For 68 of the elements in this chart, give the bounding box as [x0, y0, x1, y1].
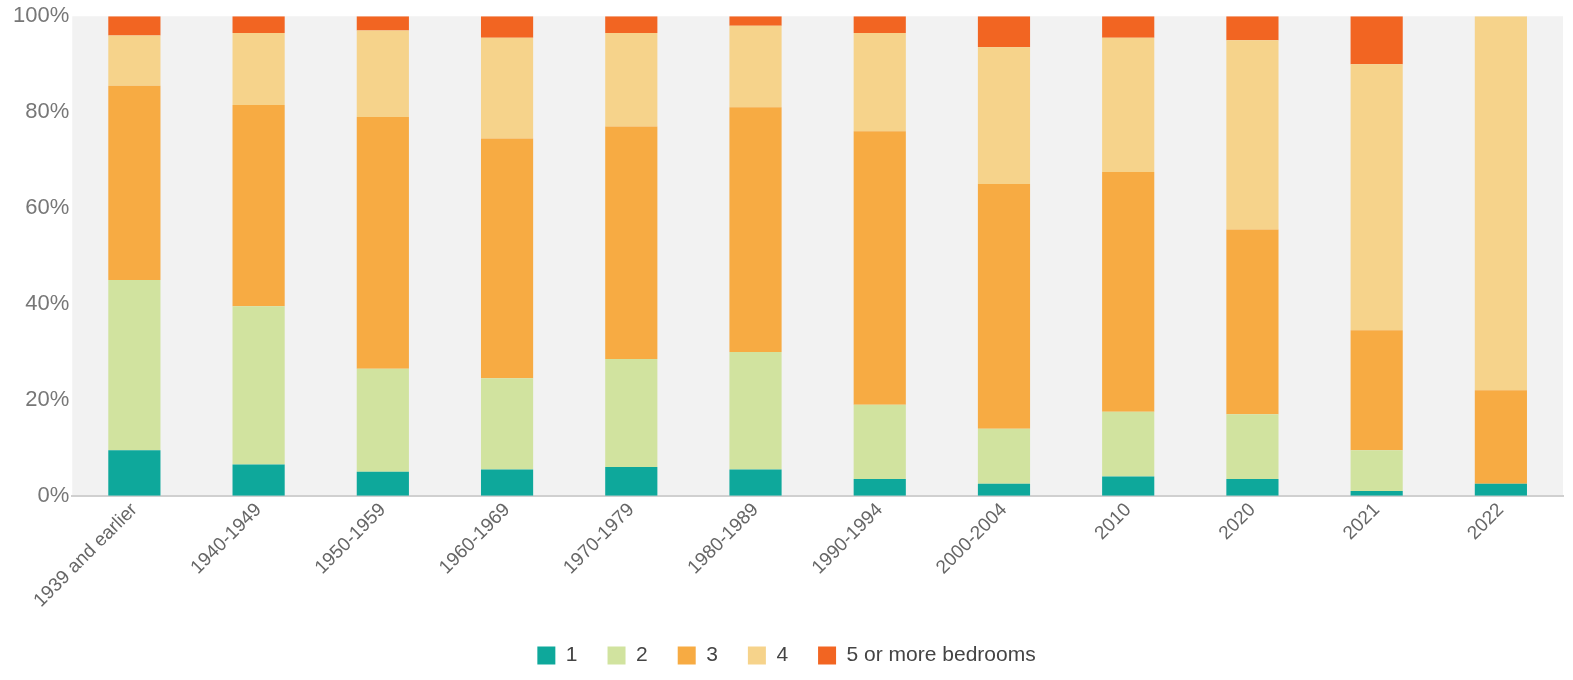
bar — [853, 16, 906, 33]
bar — [853, 32, 906, 132]
bar — [232, 16, 285, 33]
bar — [853, 404, 906, 479]
bar — [1226, 414, 1279, 479]
y-tick-label: 100% — [12, 2, 70, 28]
bar — [232, 464, 285, 496]
bar — [605, 32, 658, 127]
bar — [480, 378, 534, 470]
bar — [1350, 64, 1403, 331]
bar — [232, 306, 285, 465]
bar — [729, 107, 782, 352]
bar — [108, 35, 161, 86]
bar — [480, 469, 534, 496]
bar — [1350, 16, 1403, 65]
bar — [977, 184, 1031, 429]
bar — [729, 469, 782, 496]
bar — [480, 138, 534, 379]
legend-label: 1 — [565, 642, 578, 666]
bar — [1226, 478, 1279, 496]
bar — [356, 116, 409, 369]
bar — [1474, 390, 1527, 484]
bar — [605, 467, 658, 496]
bar — [977, 47, 1031, 185]
bar — [1226, 16, 1279, 41]
bar — [108, 450, 161, 496]
bar — [1102, 16, 1155, 38]
bar — [605, 126, 658, 360]
bar — [729, 25, 782, 108]
y-tick-label: 0% — [37, 481, 70, 507]
y-tick-label: 40% — [25, 290, 70, 316]
bar — [356, 30, 409, 117]
bar — [356, 471, 409, 496]
bar — [1102, 37, 1155, 173]
bar — [1226, 229, 1279, 415]
bar — [108, 16, 161, 36]
bar — [108, 279, 161, 451]
bar — [1102, 476, 1155, 496]
y-tick-label: 80% — [25, 98, 70, 124]
bar — [729, 351, 782, 470]
bar — [977, 428, 1031, 484]
bar — [1226, 40, 1279, 230]
bar — [480, 37, 534, 139]
bar — [1102, 172, 1155, 412]
bar — [1474, 483, 1527, 496]
bar — [232, 32, 285, 105]
bar — [1102, 411, 1155, 477]
bar — [1350, 450, 1403, 491]
legend-label: 4 — [776, 642, 789, 666]
bar — [605, 359, 658, 467]
bar — [853, 478, 906, 496]
bar — [480, 16, 534, 38]
y-tick-label: 60% — [25, 194, 70, 220]
bar — [356, 368, 409, 472]
bar — [977, 483, 1031, 496]
y-tick-label: 20% — [25, 385, 70, 411]
bar — [108, 85, 161, 280]
bar — [977, 16, 1031, 48]
legend-label: 3 — [706, 642, 718, 666]
legend-label: 5 or more bedrooms — [846, 642, 1036, 666]
bar — [232, 104, 285, 307]
bar — [356, 16, 409, 31]
bar — [1350, 330, 1403, 451]
bar — [853, 131, 906, 405]
bar — [729, 16, 782, 26]
bar — [605, 16, 658, 33]
bar — [1474, 16, 1527, 391]
legend-label: 2 — [636, 642, 648, 666]
